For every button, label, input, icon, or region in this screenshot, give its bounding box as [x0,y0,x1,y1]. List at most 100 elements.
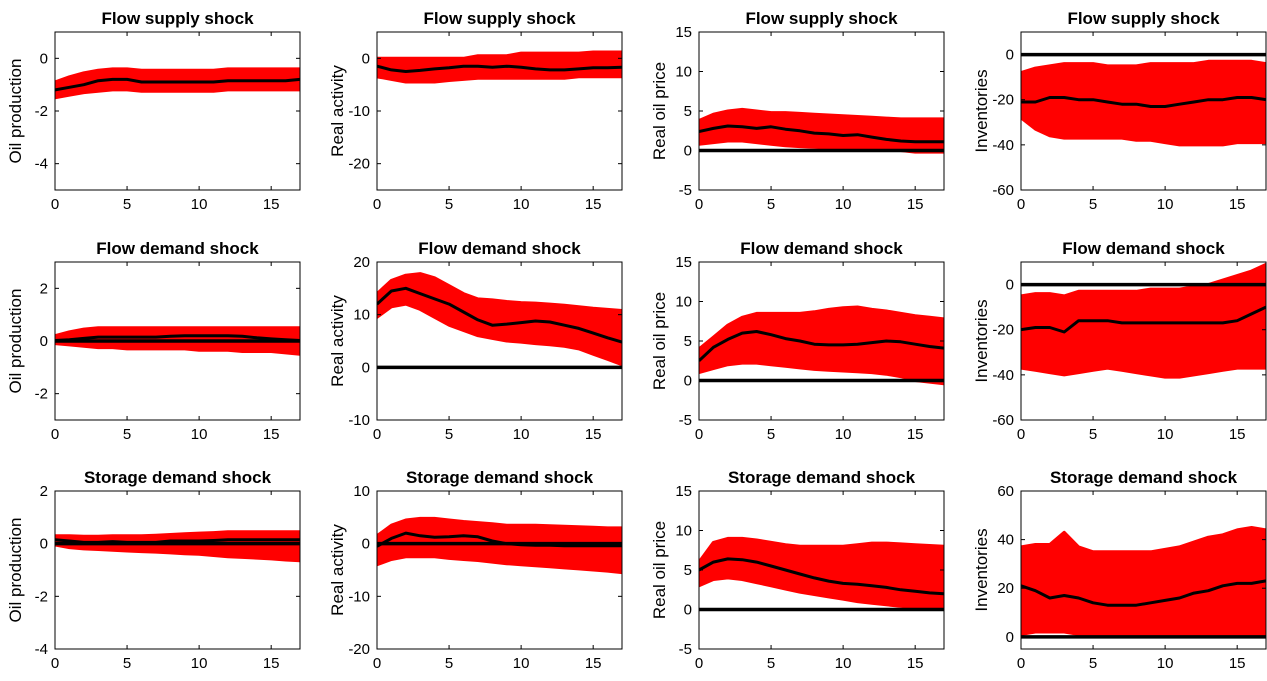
posterior-draws-band [377,272,622,367]
x-tick-label: 15 [907,426,924,443]
y-tick-label: 0 [362,536,370,553]
y-tick-label: 10 [353,307,370,324]
x-tick-label: 15 [907,655,924,672]
x-tick-label: 0 [695,426,703,443]
chart-title: Storage demand shock [1050,468,1238,487]
chart-panel-2: 0 5 10 15 -20 -10 0 Flow supply shock Real activ… [328,9,623,213]
y-tick-label: 15 [675,483,692,500]
x-tick-label: 10 [835,196,852,213]
x-tick-label: 5 [767,655,775,672]
plot-content [377,516,622,575]
y-tick-label: 0 [362,50,370,67]
y-tick-label: 0 [684,373,692,390]
x-tick-label: 10 [513,655,530,672]
y-tick-label: -5 [679,182,692,199]
x-tick-label: 5 [1089,196,1097,213]
plot-content [55,67,300,100]
axes-box [376,261,623,421]
x-tick-label: 10 [191,196,208,213]
y-tick-label: 40 [997,532,1014,549]
x-tick-label: 5 [767,196,775,213]
median-response-line [377,531,622,548]
y-tick-label: -5 [679,641,692,658]
y-tick-label: -40 [992,367,1014,384]
chart-panel-8: 0 5 10 15 -60 -40 -20 0 Flow demand shock Invento… [972,239,1267,443]
y-axis-label: Real oil price [650,521,669,619]
x-tick-label: 5 [123,426,131,443]
y-tick-label: -20 [348,641,370,658]
chart-title: Flow demand shock [1062,239,1225,258]
plot-content [55,530,300,563]
posterior-draws-band [699,107,944,154]
x-tick-label: 10 [513,196,530,213]
y-tick-label: 10 [675,64,692,81]
x-tick-label: 0 [695,655,703,672]
chart-title: Flow supply shock [423,9,576,28]
y-axis-label: Real oil price [650,292,669,390]
y-tick-label: 0 [1006,629,1014,646]
axes-box [1020,261,1267,421]
median-response-line [55,77,300,92]
x-tick-label: 15 [1229,196,1246,213]
axes-box [54,490,301,650]
median-response-line [699,557,944,596]
median-response-line [377,64,622,73]
x-tick-label: 10 [1157,426,1174,443]
y-tick-label: 5 [684,562,692,579]
x-tick-label: 10 [1157,655,1174,672]
x-tick-label: 15 [585,426,602,443]
y-tick-label: 10 [675,294,692,311]
x-tick-label: 15 [1229,426,1246,443]
x-tick-label: 5 [445,426,453,443]
y-tick-label: -40 [992,137,1014,154]
x-tick-label: 0 [51,655,59,672]
chart-panel-9: 0 5 10 15 -4 -2 0 2 Storage demand shock Oil prod… [6,468,301,672]
chart-title: Flow supply shock [1067,9,1220,28]
plot-content [377,272,622,370]
y-tick-label: -60 [992,412,1014,429]
chart-title: Flow supply shock [101,9,254,28]
median-response-line [1021,305,1266,334]
axes-box [1020,490,1267,650]
chart-title: Flow supply shock [745,9,898,28]
x-tick-label: 15 [907,196,924,213]
y-axis-label: Real activity [328,295,347,387]
y-axis-label: Inventories [972,69,991,152]
x-tick-label: 15 [1229,655,1246,672]
y-axis-label: Oil production [6,59,25,164]
x-tick-label: 0 [373,196,381,213]
y-tick-label: 2 [40,483,48,500]
x-tick-label: 5 [1089,655,1097,672]
chart-title: Flow demand shock [418,239,581,258]
y-tick-label: -10 [348,412,370,429]
x-tick-label: 0 [1017,426,1025,443]
plot-content [699,107,944,154]
y-tick-label: -4 [35,156,48,173]
median-response-line [55,334,300,342]
x-tick-label: 0 [373,655,381,672]
x-tick-label: 5 [123,655,131,672]
x-tick-label: 0 [51,426,59,443]
x-tick-label: 10 [513,426,530,443]
x-tick-label: 10 [191,655,208,672]
median-response-line [1021,96,1266,108]
y-tick-label: 0 [684,602,692,619]
y-tick-label: 0 [1006,277,1014,294]
x-tick-label: 10 [1157,196,1174,213]
y-tick-label: 0 [1006,47,1014,64]
y-tick-label: 15 [675,254,692,271]
plot-content [377,50,622,84]
x-tick-label: 5 [1089,426,1097,443]
y-axis-label: Oil production [6,518,25,623]
posterior-draws-band [699,536,944,611]
y-axis-label: Oil production [6,289,25,394]
y-tick-label: 5 [684,333,692,350]
y-tick-label: 10 [675,523,692,540]
y-axis-label: Inventories [972,299,991,382]
median-response-line [377,286,622,344]
chart-title: Flow demand shock [96,239,259,258]
